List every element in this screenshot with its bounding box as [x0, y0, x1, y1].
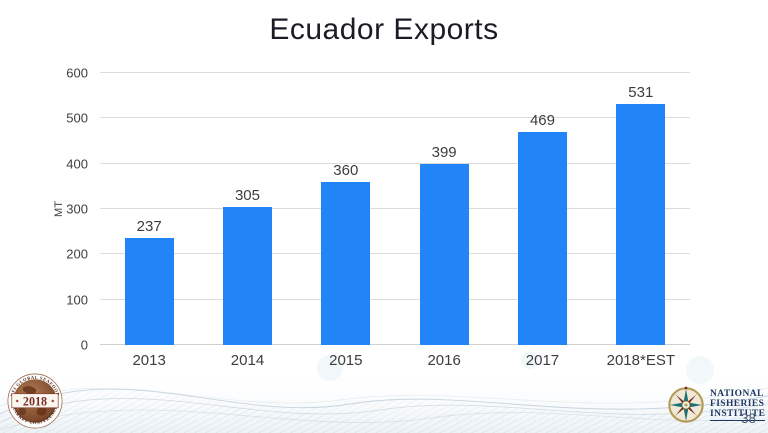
- gridline-500: [100, 117, 690, 119]
- y-tick-label-600: 600: [66, 65, 88, 81]
- gridline-600: [100, 72, 690, 73]
- bar-2015: [321, 181, 371, 345]
- value-label-2013: 237: [136, 217, 162, 235]
- x-tick-label-2015: 2015: [329, 352, 363, 369]
- gridline-300: [100, 208, 690, 209]
- bar-slot-2017: 469: [493, 73, 591, 345]
- bar-2018-est: [616, 104, 666, 345]
- gsmc-2018-seal-logo: NFI GLOBAL SEAFOOD MARKET CONFERENCE 201…: [7, 373, 63, 429]
- y-tick-label-100: 100: [66, 292, 88, 308]
- y-tick-label-0: 0: [80, 337, 88, 353]
- bar-2017: [517, 132, 567, 345]
- bar-slot-2015: 360: [297, 73, 395, 345]
- nfi-logo-line2: Fisheries: [710, 398, 765, 409]
- nfi-logo-text: National Fisheries Institute: [710, 388, 766, 422]
- bar-2013: [124, 237, 174, 345]
- seal-year: 2018: [23, 394, 47, 408]
- gridline-400: [100, 162, 690, 164]
- gridline-0: [100, 344, 690, 345]
- y-tick-label-200: 200: [66, 246, 88, 262]
- x-tick-label-2013: 2013: [132, 352, 166, 369]
- bar-slot-2013: 237: [100, 73, 198, 345]
- x-tick-label-2016: 2016: [427, 352, 461, 369]
- nfi-logo-line1: National: [710, 388, 764, 399]
- nfi-logo: National Fisheries Institute: [666, 385, 766, 425]
- x-tick-label-2018-est: 2018*EST: [606, 352, 675, 369]
- value-label-2018-est: 531: [628, 84, 654, 102]
- x-tick-label-2017: 2017: [525, 352, 560, 369]
- nfi-logo-line3: Institute: [710, 409, 766, 422]
- page-number: 38: [740, 411, 756, 426]
- bar-slot-2018-est: 531: [592, 73, 690, 345]
- bar-series: 237 305 360 399 469 531: [100, 73, 690, 345]
- x-tick-label-2014: 2014: [230, 352, 265, 369]
- value-label-2017: 469: [529, 112, 555, 130]
- bar-slot-2014: 305: [198, 73, 296, 345]
- slide-title: Ecuador Exports: [269, 13, 499, 46]
- y-axis-labels: 0 100 200 300 400 500 600: [0, 66, 90, 353]
- plot-area: 237 305 360 399 469 531: [100, 72, 690, 345]
- bar-slot-2016: 399: [395, 73, 493, 345]
- value-label-2014: 305: [234, 186, 260, 204]
- nfi-compass-icon: [668, 386, 704, 423]
- gridline-200: [100, 253, 690, 255]
- gridline-100: [100, 298, 690, 300]
- value-label-2016: 399: [431, 144, 457, 162]
- value-label-2015: 360: [333, 161, 359, 179]
- y-tick-label-300: 300: [66, 201, 88, 217]
- bar-2016: [419, 164, 469, 345]
- bar-2014: [222, 206, 272, 345]
- x-axis-labels: 2013 2014 2015 2016 2017 2018*EST: [100, 352, 690, 369]
- y-tick-label-500: 500: [66, 110, 88, 126]
- y-tick-label-400: 400: [66, 156, 88, 172]
